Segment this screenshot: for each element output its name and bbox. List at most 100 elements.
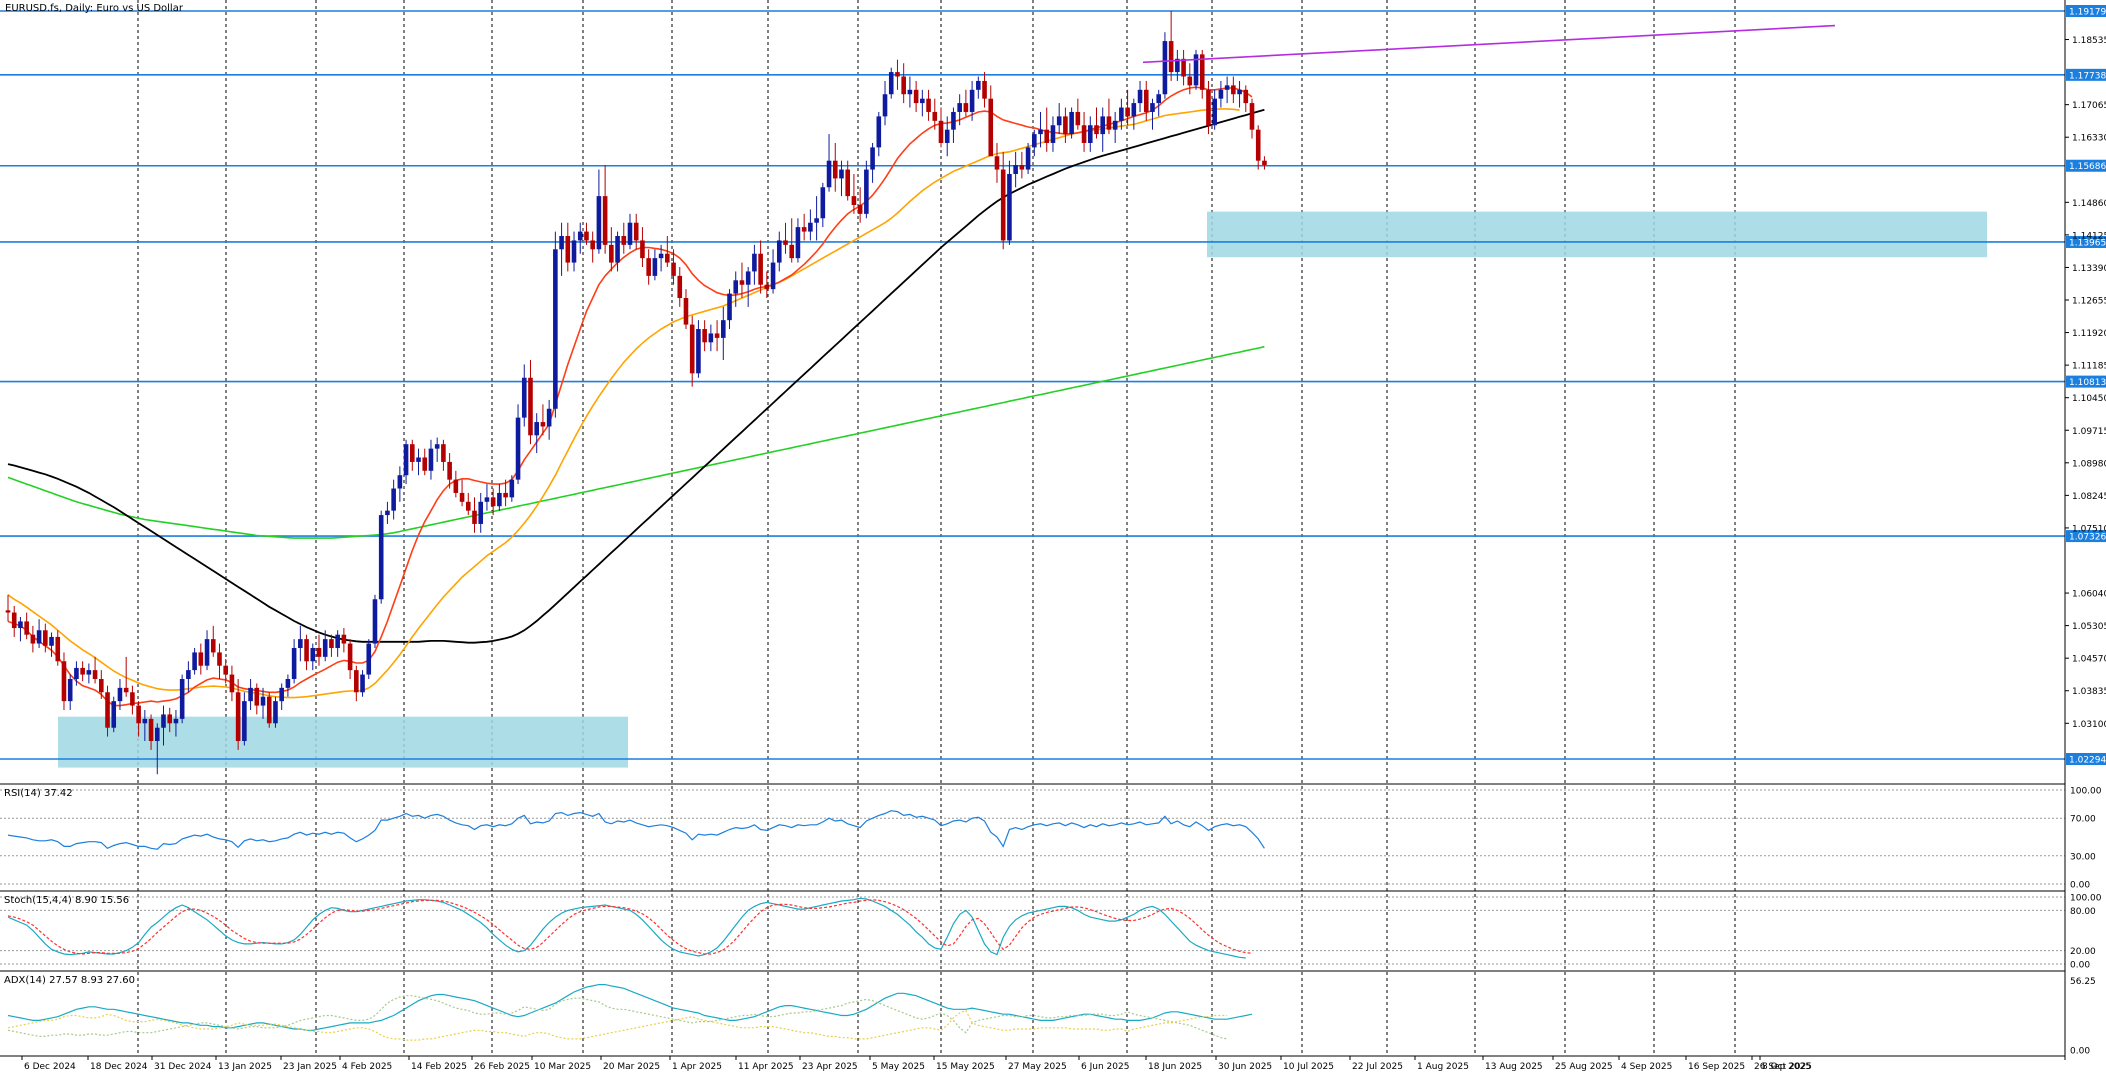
resistance-trendline xyxy=(1142,24,1836,64)
date-label: 22 Jul 2025 xyxy=(1352,1062,1403,1072)
candle-bull xyxy=(298,639,303,648)
candle-bull xyxy=(248,687,253,702)
date-label: 6 Dec 2024 xyxy=(24,1062,76,1072)
candle-bull xyxy=(385,510,390,516)
horizontal-levels[interactable]: 1.19179 1.17738 1.15686 1.13965 1.10813 1.073… xyxy=(0,5,2106,766)
rsi-line xyxy=(7,810,1265,850)
candle-bear xyxy=(565,235,571,263)
candle-bull xyxy=(515,417,521,480)
candle-bull xyxy=(969,89,975,112)
price-label: 1.18535 xyxy=(2072,36,2106,46)
candle-bear xyxy=(1000,169,1006,241)
candle-bear xyxy=(441,444,446,462)
candle-bull xyxy=(1119,107,1124,121)
candle-bear xyxy=(764,284,770,290)
candle-bear xyxy=(329,639,334,648)
date-label: 23 Jan 2025 xyxy=(283,1062,337,1072)
panel-level-label: 0.00 xyxy=(2070,881,2090,891)
candle-bear xyxy=(783,240,788,245)
candle-bull xyxy=(173,718,179,724)
candle-bear xyxy=(254,687,260,706)
candle-bull xyxy=(727,293,732,321)
candle-bear xyxy=(1094,125,1099,135)
candle-bull xyxy=(397,475,403,489)
candle-bear xyxy=(926,98,931,112)
candle-bull xyxy=(1112,120,1118,130)
candle-bull xyxy=(795,227,801,259)
trendline[interactable] xyxy=(1142,24,1836,64)
candle-bear xyxy=(683,298,689,325)
date-axis: 6 Dec 2024 18 Dec 2024 31 Dec 2024 13 Jan 2… xyxy=(21,1056,1812,1072)
candle-bull xyxy=(1212,98,1217,126)
candle-bull xyxy=(1156,94,1161,104)
candle-bull xyxy=(776,240,782,263)
candle-bear xyxy=(1231,85,1236,95)
date-label: 23 Apr 2025 xyxy=(802,1062,858,1072)
panel-level-label: 0.00 xyxy=(2070,961,2090,971)
candle-bear xyxy=(1168,41,1174,73)
date-label: 1 Aug 2025 xyxy=(1417,1062,1469,1072)
candle-bull xyxy=(571,240,577,263)
candle-bull xyxy=(553,249,558,409)
candle-bull xyxy=(1137,89,1143,104)
candle-bear xyxy=(1143,89,1149,112)
candle-bear xyxy=(316,647,322,657)
price-label: 1.14125 xyxy=(2072,231,2106,241)
candle-bear xyxy=(1199,54,1205,90)
candle-bull xyxy=(534,422,539,436)
candle-bear xyxy=(584,231,589,241)
candle-bear xyxy=(665,253,670,263)
candle-bear xyxy=(689,324,695,374)
date-label: 20 Mar 2025 xyxy=(603,1062,660,1072)
candle-bull xyxy=(920,98,925,104)
candle-bull xyxy=(820,187,826,219)
date-label: 18 Jun 2025 xyxy=(1148,1062,1202,1072)
level-price-tag-text: 1.13965 xyxy=(2069,238,2106,248)
candle-bull xyxy=(1032,134,1037,148)
candle-bull xyxy=(888,72,894,95)
candle-bull xyxy=(627,222,633,245)
candle-bear xyxy=(422,457,428,471)
panel-level-label: 80.00 xyxy=(2070,907,2096,917)
candle-bear xyxy=(895,72,900,77)
candle-bull xyxy=(615,235,620,263)
date-label: 10 Jul 2025 xyxy=(1283,1062,1334,1072)
price-label: 1.08245 xyxy=(2072,492,2106,502)
candle-bull xyxy=(876,116,882,148)
candle-bear xyxy=(148,718,154,742)
price-label: 1.06040 xyxy=(2072,590,2106,600)
candle-bull xyxy=(1050,125,1056,143)
level-price-tag xyxy=(2066,159,2106,172)
candle-bear xyxy=(1187,76,1193,86)
candle-bull xyxy=(957,103,962,112)
candle-bull xyxy=(1150,103,1155,112)
date-label: 4 Feb 2025 xyxy=(342,1062,392,1072)
candle-bull xyxy=(1087,125,1093,143)
candle-bull xyxy=(1131,103,1137,117)
candle-bear xyxy=(80,667,85,675)
candle-bull xyxy=(770,262,776,290)
date-label: 18 Dec 2024 xyxy=(90,1062,148,1072)
panel-level-label: 70.00 xyxy=(2070,815,2096,825)
candle-bear xyxy=(472,510,477,524)
candle-bull xyxy=(1038,129,1043,135)
candle-bull xyxy=(478,501,484,524)
candle-bear xyxy=(354,670,359,693)
date-label: 6 Jun 2025 xyxy=(1081,1062,1129,1072)
candle-bull xyxy=(1056,116,1062,126)
candle-bull xyxy=(310,647,316,662)
candle-bear xyxy=(92,670,98,679)
candle-bull xyxy=(521,377,527,418)
candle-bull xyxy=(154,727,160,742)
candle-bear xyxy=(105,692,110,728)
candle-bull xyxy=(117,687,123,702)
candle-bear xyxy=(136,705,141,724)
candle-bear xyxy=(857,204,863,214)
candles xyxy=(5,10,1267,775)
date-label: 14 Feb 2025 xyxy=(411,1062,467,1072)
candle-bear xyxy=(1075,111,1081,126)
candle-bull xyxy=(18,621,23,629)
candle-bear xyxy=(223,665,228,675)
